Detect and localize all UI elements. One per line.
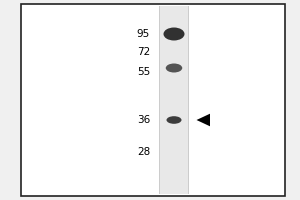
Ellipse shape xyxy=(164,27,184,40)
Text: 28: 28 xyxy=(137,147,150,157)
Ellipse shape xyxy=(166,64,182,72)
Polygon shape xyxy=(196,114,210,126)
Ellipse shape xyxy=(167,116,182,124)
Bar xyxy=(159,6,189,194)
Bar xyxy=(188,6,189,194)
Text: 95: 95 xyxy=(137,29,150,39)
Bar xyxy=(159,6,160,194)
Text: 36: 36 xyxy=(137,115,150,125)
Bar xyxy=(21,4,285,196)
Text: 72: 72 xyxy=(137,47,150,57)
Text: 55: 55 xyxy=(137,67,150,77)
